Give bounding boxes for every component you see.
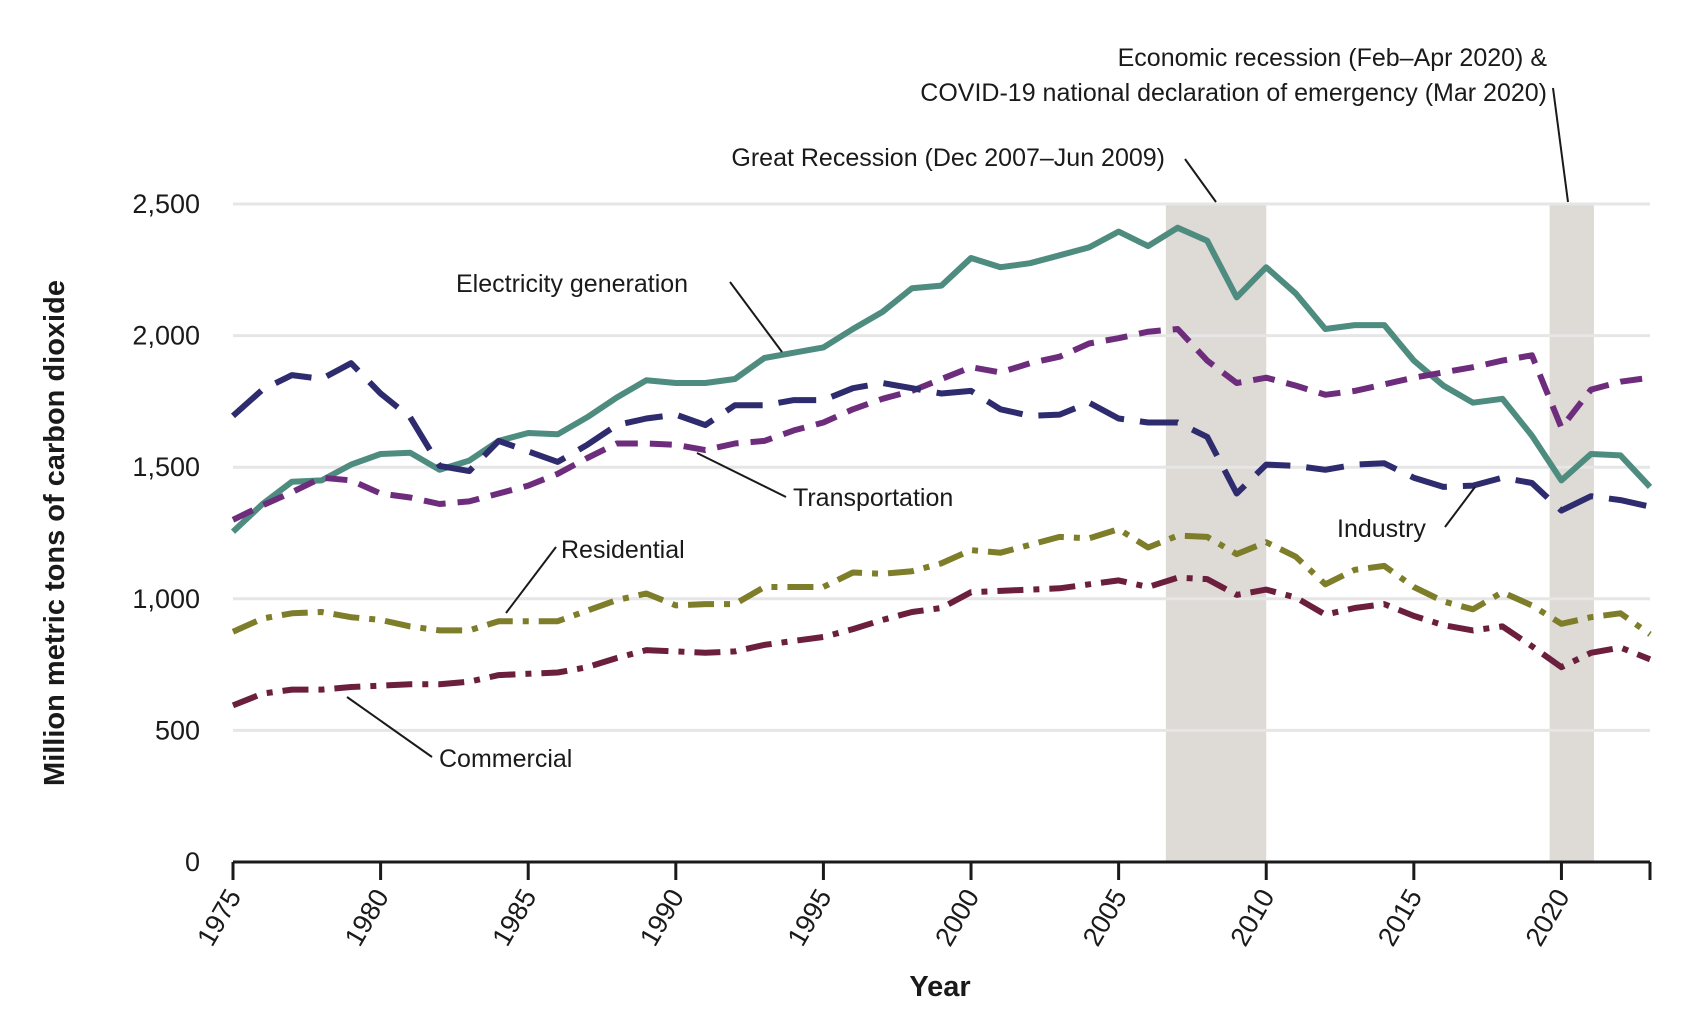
annotation-leader-lines [346, 87, 1569, 758]
leader-transportation [696, 452, 787, 498]
x-tick-label-2020: 2020 [1520, 884, 1576, 951]
series-label-commercial: Commercial [439, 745, 572, 773]
leader-electricity-generation [729, 281, 783, 353]
x-tick-label-2010: 2010 [1224, 884, 1280, 951]
leader-covid-recession [1552, 87, 1569, 203]
x-tick-label-1980: 1980 [339, 884, 395, 951]
x-tick-label-1990: 1990 [634, 884, 690, 951]
y-tick-label-1500: 1,500 [132, 452, 200, 482]
series-line-residential [231, 526, 1652, 637]
series-label-transportation: Transportation [793, 484, 953, 512]
series-line-industry [231, 360, 1651, 514]
y-tick-label-1000: 1,000 [132, 584, 200, 614]
series-line-electricity-generation [230, 224, 1653, 534]
leader-commercial [346, 696, 433, 758]
series-label-industry: Industry [1337, 515, 1426, 543]
x-tick-label-1995: 1995 [782, 884, 838, 951]
x-tick-label-1975: 1975 [191, 884, 247, 951]
recession-band-2 [1549, 204, 1594, 862]
leader-industry [1444, 486, 1476, 528]
y-axis-title: Million metric tons of carbon dioxide [39, 280, 71, 786]
covid-recession-label-line-2: COVID-19 national declaration of emergen… [920, 79, 1547, 107]
x-tick-label-2000: 2000 [929, 884, 985, 951]
recession-shading-layer [1165, 204, 1594, 862]
y-tick-label-500: 500 [155, 715, 200, 745]
x-axis-title: Year [909, 971, 970, 1003]
y-tick-label-2000: 2,000 [132, 321, 200, 351]
series-lines [230, 224, 1653, 709]
recession-band-1 [1165, 204, 1267, 862]
leader-residential [505, 546, 557, 614]
great-recession-label: Great Recession (Dec 2007–Jun 2009) [731, 144, 1165, 172]
series-line-transportation [231, 326, 1651, 523]
x-tick-label-2005: 2005 [1077, 884, 1133, 951]
series-label-electricity-generation: Electricity generation [456, 270, 688, 298]
x-tick-label-1985: 1985 [486, 884, 542, 951]
x-tick-label-2015: 2015 [1372, 884, 1428, 951]
y-tick-label-0: 0 [185, 847, 200, 877]
covid-recession-label-line-1: Economic recession (Feb–Apr 2020) & [1118, 44, 1548, 72]
series-label-residential: Residential [561, 536, 685, 564]
gridlines [233, 202, 1650, 732]
y-tick-label-2500: 2,500 [132, 189, 200, 219]
series-line-commercial [231, 574, 1652, 709]
leader-great-recession [1184, 158, 1217, 203]
